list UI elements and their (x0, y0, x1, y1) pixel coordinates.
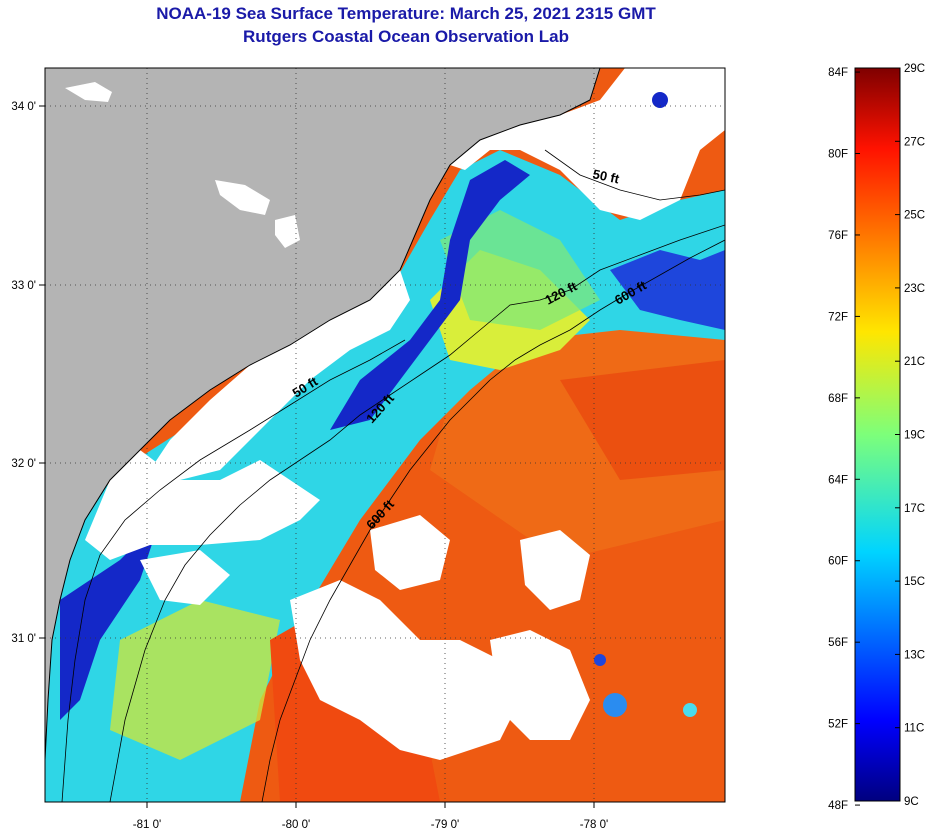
contour-120ft (109, 224, 725, 802)
nearshore-cold-water (330, 160, 530, 430)
cloud-east (520, 530, 590, 610)
colorbar-f-label: 56F (828, 637, 848, 649)
cloud-coastal-south (85, 450, 320, 560)
cloud-south-east (490, 630, 590, 740)
colorbar-c-label: 9C (904, 796, 919, 808)
coastline (45, 68, 601, 761)
eddy-blue-2 (594, 654, 606, 666)
map-title: NOAA-19 Sea Surface Temperature: March 2… (156, 4, 656, 23)
cloud-land-2 (275, 215, 300, 248)
cloud-land-3 (65, 82, 112, 102)
colorbar-fahrenheit-labels: 84F 80F 76F 72F 68F 64F 60F 56F 52F 48F (828, 67, 848, 812)
eddy-blue-3 (652, 92, 668, 108)
cloud-south-west (140, 550, 230, 605)
lon-tick-label: -78 0' (580, 819, 608, 831)
cloud-center (370, 515, 450, 590)
eddy-blue-1 (603, 693, 627, 717)
contour-label-50ft-north: 50 ft (591, 166, 621, 186)
land (45, 68, 600, 760)
colorbar-c-label: 27C (904, 136, 925, 148)
lon-tick-label: -80 0' (282, 819, 310, 831)
cloud-coastal-mid (150, 270, 410, 480)
lon-tick-label: -81 0' (133, 819, 161, 831)
colorbar-f-label: 72F (828, 311, 848, 323)
lat-tick-label: 33 0' (11, 280, 36, 292)
colorbar-c-label: 21C (904, 356, 925, 368)
colorbar-c-label: 19C (904, 430, 925, 442)
colorbar-f-label: 64F (828, 474, 848, 486)
colorbar-c-label: 15C (904, 576, 925, 588)
lon-tick-label: -79 0' (431, 819, 459, 831)
cloud-south-center (290, 580, 520, 760)
colorbar-f-label: 84F (828, 67, 848, 79)
shelf-green-water (440, 210, 600, 330)
eddy-cyan-1 (683, 703, 697, 717)
colorbar-c-label: 25C (904, 210, 925, 222)
south-yellow-water (110, 600, 280, 760)
colorbar-f-label: 76F (828, 230, 848, 242)
colorbar-f-label: 68F (828, 393, 848, 405)
colorbar-c-label: 13C (904, 649, 925, 661)
axis-ticks (39, 105, 595, 808)
map-frame (44, 67, 726, 803)
nearshore-cold-water-2 (60, 520, 160, 720)
contour-50ft-south (61, 339, 406, 802)
contour-600ft (261, 239, 725, 802)
colorbar-c-label: 29C (904, 63, 925, 75)
offshore-blue-patch (610, 250, 725, 330)
colorbar-c-label: 23C (904, 283, 925, 295)
colorbar-ticks (855, 67, 900, 806)
colorbar-c-label: 11C (904, 723, 924, 735)
lat-tick-label: 32 0' (11, 458, 36, 470)
colorbar-f-label: 48F (828, 800, 848, 812)
colorbar-f-label: 52F (828, 719, 848, 731)
colorbar-c-label: 17C (904, 503, 925, 515)
ocean-red-core (560, 360, 725, 480)
map-subtitle: Rutgers Coastal Ocean Observation Lab (243, 27, 569, 46)
lat-tick-label: 34 0' (11, 101, 36, 113)
cloud-land-1 (215, 180, 270, 215)
colorbar-celsius-labels: 29C 27C 25C 23C 21C 19C 17C 15C 13C 11C 9C (904, 63, 925, 808)
colorbar-f-label: 60F (828, 556, 848, 568)
colorbar-f-label: 80F (828, 149, 848, 161)
lat-tick-label: 31 0' (11, 633, 36, 645)
contour-50ft-north (544, 149, 725, 201)
colorbar-gradient (854, 67, 901, 802)
